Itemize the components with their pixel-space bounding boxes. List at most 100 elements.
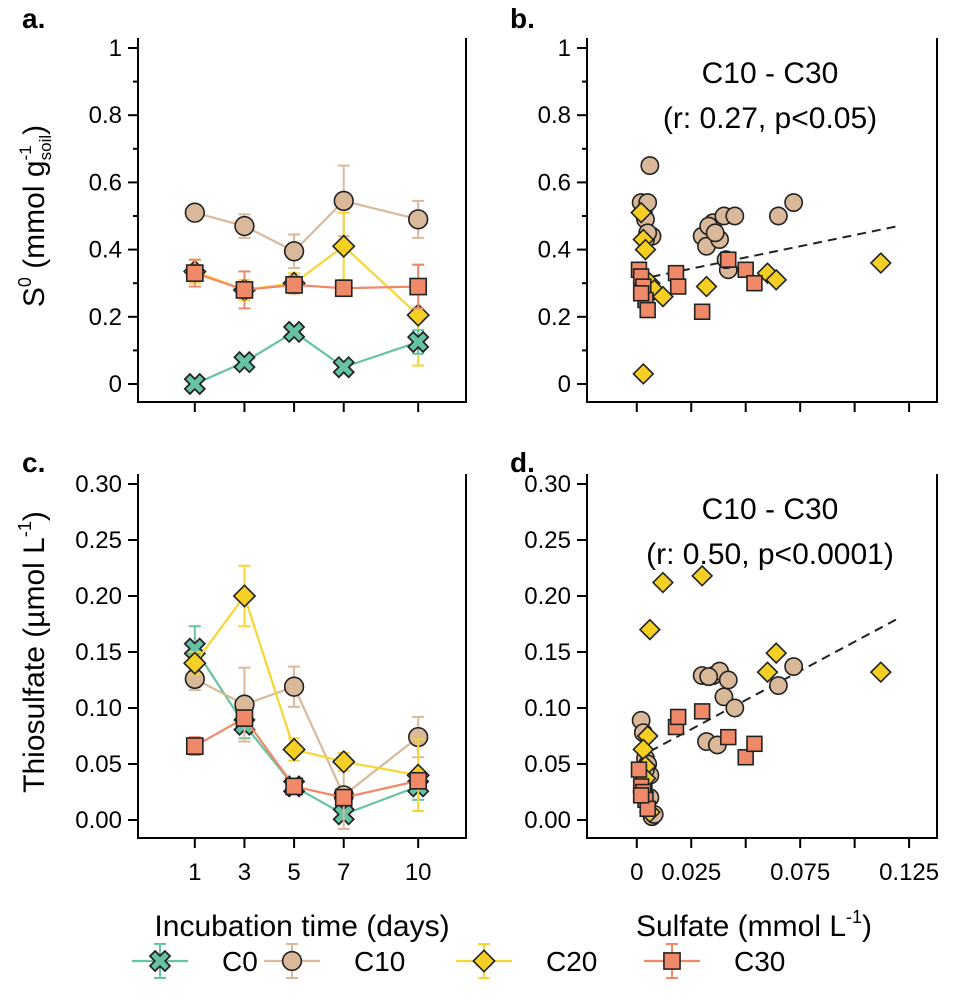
data-point xyxy=(285,276,303,294)
x-tick-label: 5 xyxy=(287,859,300,886)
x-tick-label: 10 xyxy=(405,859,432,886)
y-tick-label: 0.10 xyxy=(75,695,122,722)
y-tick-label: 0 xyxy=(109,371,122,398)
data-point xyxy=(282,320,306,344)
trend-line xyxy=(636,617,899,760)
series-line xyxy=(194,272,419,292)
data-point xyxy=(331,234,356,259)
data-point xyxy=(639,301,656,319)
panel-label: b. xyxy=(510,3,535,34)
series-C20 xyxy=(183,211,430,367)
series-C30 xyxy=(185,258,428,310)
data-point xyxy=(283,241,305,262)
series-C20 xyxy=(630,201,892,385)
series-C30 xyxy=(630,251,763,321)
data-point xyxy=(333,190,354,212)
data-point xyxy=(406,303,430,327)
data-point xyxy=(725,698,745,718)
data-point xyxy=(737,261,754,279)
series-line xyxy=(194,330,419,386)
data-point xyxy=(632,787,650,804)
data-point xyxy=(332,355,355,379)
y-tick-label: 0.15 xyxy=(524,639,571,666)
series-line xyxy=(194,677,419,798)
x-tick-label: 0.025 xyxy=(661,859,721,886)
data-point xyxy=(699,667,719,687)
data-point xyxy=(693,303,711,321)
data-point xyxy=(720,728,737,746)
y-tick-label: 0.20 xyxy=(524,583,571,610)
data-point xyxy=(334,788,353,807)
series-C10 xyxy=(631,657,804,827)
y-axis-title: S0 (mmol g-1soil) xyxy=(15,125,55,307)
data-point xyxy=(233,350,256,374)
series-C30 xyxy=(630,703,763,818)
series-C0 xyxy=(183,320,430,396)
legend-item-C20: C20 xyxy=(456,943,597,979)
y-tick-label: 0.25 xyxy=(75,527,122,554)
y-tick-label: 0.2 xyxy=(538,304,571,331)
data-point xyxy=(869,252,892,275)
data-point xyxy=(406,330,430,354)
plot-frame xyxy=(137,38,467,403)
data-point xyxy=(235,709,254,727)
plot-frame xyxy=(137,474,467,839)
panel-c: 0.00 0.05 0.10 0.15 0.20 0.25 0.30 1 3 5 7 10 c. Thio… xyxy=(15,447,467,943)
series-line xyxy=(194,199,419,253)
x-axis-title: Sulfate (mmol L-1) xyxy=(636,907,872,943)
x-tick-label: 0 xyxy=(630,859,643,886)
data-point xyxy=(869,661,892,684)
y-tick-label: 0 xyxy=(558,371,571,398)
y-tick-label: 0.30 xyxy=(75,471,122,498)
y-tick-label: 1 xyxy=(558,35,571,62)
y-tick-label: 0.6 xyxy=(89,169,122,196)
series-C20 xyxy=(632,564,892,824)
y-tick-label: 0.15 xyxy=(75,639,122,666)
series-line xyxy=(194,244,419,316)
y-axis-title: Thiosulfate (µmol L-1) xyxy=(15,511,51,793)
y-tick-label: 0.05 xyxy=(75,751,122,778)
x-tick-label: 0.125 xyxy=(879,859,939,886)
y-tick-label: 0.4 xyxy=(89,237,122,264)
annotation-title: C10 - C30 xyxy=(702,57,839,90)
legend-marker xyxy=(663,952,681,970)
y-tick-label: 0.25 xyxy=(524,527,571,554)
panel-label: d. xyxy=(510,447,535,478)
x-tick-label: 1 xyxy=(188,859,201,886)
series-line xyxy=(194,716,419,799)
data-point xyxy=(669,278,687,295)
y-tick-label: 0.4 xyxy=(538,237,571,264)
data-point xyxy=(737,749,754,766)
data-point xyxy=(765,268,788,291)
annotation-title: C10 - C30 xyxy=(702,493,839,526)
data-point xyxy=(282,737,306,762)
data-point xyxy=(784,193,804,212)
y-tick-label: 0.20 xyxy=(75,583,122,610)
data-point xyxy=(283,676,305,697)
annotation-stats: (r: 0.27, p<0.05) xyxy=(663,102,877,135)
data-point xyxy=(234,215,255,237)
data-point xyxy=(285,777,303,796)
series-C10 xyxy=(184,164,429,270)
y-tick-label: 0.30 xyxy=(524,471,571,498)
data-point xyxy=(630,761,648,778)
data-point xyxy=(334,279,353,298)
data-point xyxy=(695,275,718,298)
data-point xyxy=(756,661,779,684)
y-tick-label: 1 xyxy=(109,35,122,62)
data-point xyxy=(691,564,714,587)
y-tick-label: 0.2 xyxy=(89,304,122,331)
data-point xyxy=(651,571,674,594)
annotation-stats: (r: 0.50, p<0.0001) xyxy=(646,538,894,571)
legend-marker xyxy=(148,949,172,973)
legend-marker xyxy=(472,949,496,973)
data-point xyxy=(718,670,738,690)
panel-a: 0 0.2 0.4 0.6 0.8 1 a. S0 (mmol g-1soil) xyxy=(15,3,467,412)
series-line xyxy=(193,593,419,777)
data-point xyxy=(746,274,763,292)
y-tick-label: 0.6 xyxy=(538,169,571,196)
panel-label: c. xyxy=(22,447,45,478)
data-point xyxy=(232,584,257,608)
data-point xyxy=(746,735,763,753)
data-point xyxy=(765,642,788,665)
